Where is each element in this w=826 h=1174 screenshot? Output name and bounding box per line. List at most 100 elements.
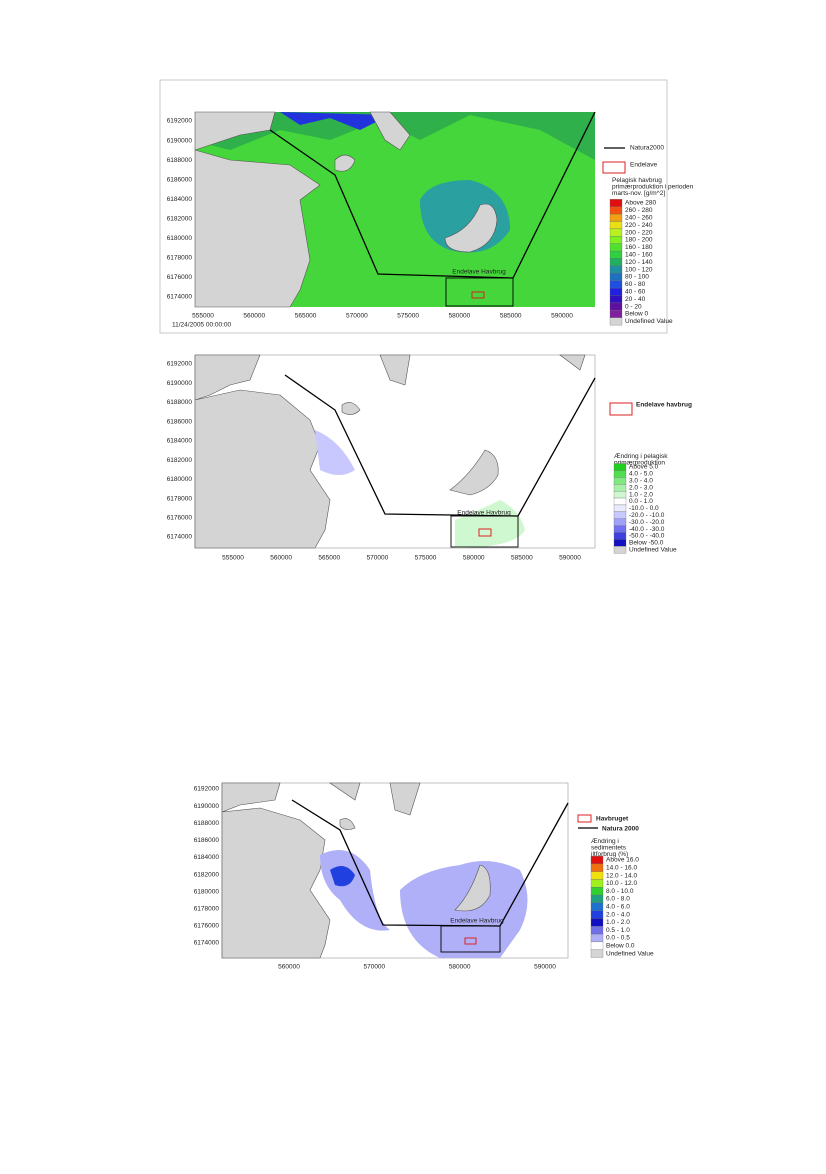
legend-label: 0 - 20 bbox=[625, 303, 642, 310]
legend-swatch bbox=[590, 863, 604, 872]
legend-swatch bbox=[590, 926, 604, 935]
legend-label: 100 - 120 bbox=[625, 266, 653, 273]
y-tick-label: 6190000 bbox=[194, 803, 220, 810]
legend-label: -40.0 - -30.0 bbox=[629, 526, 665, 533]
y-tick-label: 6184000 bbox=[194, 854, 220, 861]
legend-label: 12.0 - 14.0 bbox=[606, 872, 637, 879]
y-tick-label: 6184000 bbox=[167, 196, 193, 203]
y-tick-label: 6174000 bbox=[167, 294, 193, 301]
farm bbox=[471, 291, 485, 299]
land bbox=[341, 354, 586, 415]
legend-swatch bbox=[609, 236, 623, 244]
legend-label: 80 - 100 bbox=[625, 274, 649, 281]
legend-swatch bbox=[613, 518, 627, 526]
legend-label: 14.0 - 16.0 bbox=[606, 865, 637, 872]
land bbox=[194, 354, 331, 549]
legend-swatch bbox=[590, 894, 604, 904]
x-tick-label: 570000 bbox=[367, 555, 389, 562]
x-tick-label: 560000 bbox=[243, 313, 265, 320]
x-tick-label: 560000 bbox=[270, 555, 292, 562]
y-tick-label: 6178000 bbox=[167, 255, 193, 262]
site-box bbox=[445, 277, 514, 307]
legend-label: Below 0 bbox=[625, 311, 649, 318]
legend-farm-label: Endelave havbrug bbox=[636, 402, 692, 409]
natura-line bbox=[291, 799, 569, 927]
legend-label: 2.0 - 3.0 bbox=[629, 484, 653, 491]
legend-swatch bbox=[609, 317, 623, 326]
legend-label: 10.0 - 12.0 bbox=[606, 880, 637, 887]
timestamp: 11/24/2005 00:00:00 bbox=[172, 322, 232, 329]
y-tick-label: 6174000 bbox=[167, 534, 193, 541]
legend-swatch bbox=[590, 941, 604, 950]
y-tick-label: 6184000 bbox=[167, 438, 193, 445]
y-tick-label: 6190000 bbox=[167, 137, 193, 144]
legend-line-label: Natura2000 bbox=[630, 145, 664, 152]
legend-label: 200 - 220 bbox=[625, 229, 653, 236]
legend-label: 2.0 - 4.0 bbox=[606, 911, 630, 918]
site-box bbox=[450, 515, 519, 548]
frame bbox=[159, 79, 668, 334]
site-box bbox=[440, 925, 501, 953]
x-tick-label: 570000 bbox=[363, 964, 385, 971]
legend-swatch bbox=[590, 933, 604, 943]
region bbox=[315, 430, 355, 475]
x-tick-label: 560000 bbox=[278, 964, 300, 971]
legend-label: -50.0 - -40.0 bbox=[629, 533, 665, 540]
x-tick-label: 555000 bbox=[192, 313, 214, 320]
farm bbox=[478, 528, 492, 537]
legend-title: Ændring i sedimentets iltforbrug (%) bbox=[591, 838, 628, 858]
legend-label: 3.0 - 4.0 bbox=[629, 478, 653, 485]
map-1 bbox=[159, 79, 668, 334]
x-tick-label: 580000 bbox=[449, 964, 471, 971]
legend-swatch bbox=[590, 887, 604, 896]
legend-label: 60 - 80 bbox=[625, 281, 646, 288]
y-tick-label: 6186000 bbox=[167, 176, 193, 183]
land bbox=[194, 111, 321, 308]
y-tick-label: 6178000 bbox=[194, 905, 220, 912]
legend-label: 120 - 140 bbox=[625, 259, 653, 266]
region bbox=[280, 112, 390, 130]
legend-swatch bbox=[613, 477, 627, 485]
region bbox=[330, 866, 355, 887]
y-tick-label: 6188000 bbox=[194, 820, 220, 827]
legend-label: 4.0 - 5.0 bbox=[629, 471, 653, 478]
y-tick-label: 6182000 bbox=[167, 457, 193, 464]
legend-swatch bbox=[613, 504, 627, 513]
y-tick-label: 6190000 bbox=[167, 380, 193, 387]
y-tick-label: 6180000 bbox=[167, 476, 193, 483]
land bbox=[221, 782, 331, 959]
legend-label: 40 - 60 bbox=[625, 289, 646, 296]
legend-label: Above 16.0 bbox=[606, 857, 639, 864]
legend-swatch bbox=[590, 949, 604, 958]
legend-farm-label: Havbruget bbox=[596, 816, 629, 823]
x-tick-label: 570000 bbox=[346, 313, 368, 320]
farm bbox=[464, 937, 477, 945]
legend-label: 20 - 40 bbox=[625, 296, 646, 303]
legend-swatch bbox=[609, 265, 623, 274]
x-tick-label: 590000 bbox=[551, 313, 573, 320]
y-tick-label: 6182000 bbox=[167, 215, 193, 222]
legend-swatch bbox=[590, 902, 604, 911]
legend-farm bbox=[577, 814, 592, 823]
legend-swatch bbox=[609, 228, 623, 237]
legend-label: Below 0.0 bbox=[606, 943, 635, 950]
legend-swatch bbox=[609, 310, 623, 318]
legend-label: -10.0 - 0.0 bbox=[629, 505, 659, 512]
legend-swatch bbox=[590, 871, 604, 880]
legend-swatch bbox=[609, 280, 623, 289]
legend-label: 180 - 200 bbox=[625, 237, 653, 244]
legend-line-label: Natura 2000 bbox=[602, 826, 639, 833]
y-tick-label: 6180000 bbox=[167, 235, 193, 242]
x-tick-label: 565000 bbox=[318, 555, 340, 562]
legend-swatch bbox=[609, 221, 623, 230]
x-tick-label: 585000 bbox=[500, 313, 522, 320]
legend-label: Undefined Value bbox=[625, 318, 673, 325]
legend-label: Above 5.0 bbox=[629, 464, 659, 471]
legend-label: 0.0 - 0.5 bbox=[606, 935, 630, 942]
land bbox=[329, 782, 421, 830]
legend-label: 160 - 180 bbox=[625, 244, 653, 251]
legend-label: Above 280 bbox=[625, 200, 656, 207]
legend-swatch bbox=[609, 213, 623, 222]
legend-swatch bbox=[590, 918, 604, 927]
y-tick-label: 6188000 bbox=[167, 157, 193, 164]
